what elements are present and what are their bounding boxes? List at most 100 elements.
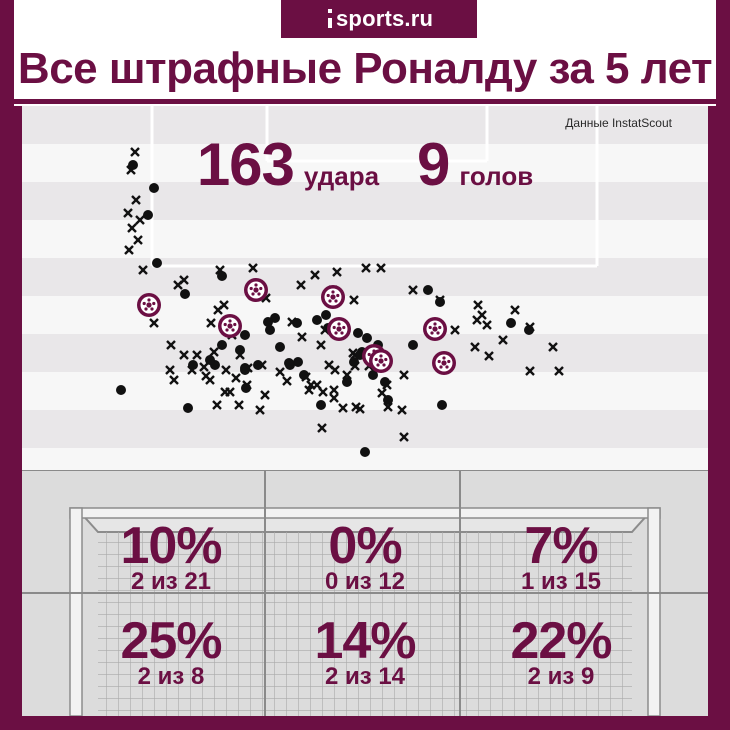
shot-miss-marker bbox=[169, 375, 179, 385]
shot-miss-marker bbox=[473, 300, 483, 310]
shot-miss-marker bbox=[548, 342, 558, 352]
brand-logo[interactable]: sports.ru bbox=[281, 0, 477, 38]
shot-miss-marker bbox=[399, 370, 409, 380]
shot-on-target-marker bbox=[149, 183, 159, 193]
shot-miss-marker bbox=[510, 305, 520, 315]
zone-percent: 22% bbox=[510, 612, 612, 670]
shot-miss-marker bbox=[130, 147, 140, 157]
shot-on-target-marker bbox=[235, 345, 245, 355]
zone-percent: 0% bbox=[328, 517, 402, 575]
shot-miss-marker bbox=[297, 332, 307, 342]
shot-miss-marker bbox=[472, 315, 482, 325]
shot-miss-marker bbox=[123, 208, 133, 218]
shot-miss-marker bbox=[192, 350, 202, 360]
shot-on-target-marker bbox=[353, 328, 363, 338]
shot-miss-marker bbox=[206, 318, 216, 328]
data-source: Данные InstatScout bbox=[565, 116, 672, 130]
shot-miss-marker bbox=[376, 263, 386, 273]
shot-miss-marker bbox=[377, 388, 387, 398]
shot-on-target-marker bbox=[368, 370, 378, 380]
zone-top-center: 0% 0 из 12 bbox=[251, 470, 479, 594]
title-divider bbox=[14, 99, 716, 104]
goal-ball-icon bbox=[327, 317, 351, 341]
shot-on-target-marker bbox=[360, 447, 370, 457]
zone-count: 2 из 21 bbox=[130, 568, 212, 595]
shot-miss-marker bbox=[248, 263, 258, 273]
shot-miss-marker bbox=[296, 280, 306, 290]
shot-miss-marker bbox=[525, 366, 535, 376]
shot-on-target-marker bbox=[183, 403, 193, 413]
shot-miss-marker bbox=[498, 335, 508, 345]
shot-miss-marker bbox=[166, 340, 176, 350]
shot-miss-marker bbox=[149, 318, 159, 328]
zone-bottom-left: 25% 2 из 8 bbox=[57, 593, 285, 716]
shot-on-target-marker bbox=[299, 370, 309, 380]
shot-on-target-marker bbox=[240, 365, 250, 375]
goal-net-icon bbox=[22, 470, 708, 716]
shot-on-target-marker bbox=[342, 377, 352, 387]
goal-ball-icon bbox=[369, 349, 393, 373]
shot-miss-marker bbox=[349, 295, 359, 305]
shot-miss-marker bbox=[554, 366, 564, 376]
shot-miss-marker bbox=[173, 280, 183, 290]
goal-ball-icon bbox=[244, 278, 268, 302]
shot-miss-marker bbox=[310, 270, 320, 280]
shot-on-target-marker bbox=[152, 258, 162, 268]
shot-miss-marker bbox=[329, 393, 339, 403]
zone-bottom-right: 22% 2 из 9 bbox=[447, 593, 675, 716]
goal-ball-icon bbox=[432, 351, 456, 375]
shot-on-target-marker bbox=[116, 385, 126, 395]
shots-label: удара bbox=[303, 161, 380, 191]
shot-on-target-marker bbox=[435, 297, 445, 307]
shot-on-target-marker bbox=[423, 285, 433, 295]
brand-name: sports.ru bbox=[336, 6, 434, 31]
shot-miss-marker bbox=[470, 342, 480, 352]
shot-miss-marker bbox=[383, 402, 393, 412]
shot-miss-marker bbox=[329, 385, 339, 395]
shot-on-target-marker bbox=[437, 400, 447, 410]
shot-miss-marker bbox=[332, 267, 342, 277]
zone-count: 2 из 9 bbox=[527, 663, 595, 690]
goal-left-post bbox=[69, 507, 83, 716]
shot-on-target-marker bbox=[524, 325, 534, 335]
shot-miss-marker bbox=[275, 367, 285, 377]
zone-percent: 10% bbox=[120, 517, 222, 575]
shot-miss-marker bbox=[234, 400, 244, 410]
shot-miss-marker bbox=[165, 365, 175, 375]
zone-percent: 14% bbox=[314, 612, 416, 670]
shot-miss-marker bbox=[397, 405, 407, 415]
zone-top-right: 7% 1 из 15 bbox=[447, 470, 675, 595]
shot-miss-marker bbox=[209, 347, 219, 357]
shot-miss-marker bbox=[127, 223, 137, 233]
shot-on-target-marker bbox=[253, 360, 263, 370]
zone-count: 2 из 8 bbox=[137, 663, 205, 690]
shot-miss-marker bbox=[324, 360, 334, 370]
shot-miss-marker bbox=[212, 400, 222, 410]
shot-on-target-marker bbox=[380, 377, 390, 387]
shot-miss-marker bbox=[482, 320, 492, 330]
shot-miss-marker bbox=[205, 375, 215, 385]
shot-miss-marker bbox=[484, 351, 494, 361]
shot-miss-marker bbox=[399, 432, 409, 442]
shot-miss-marker bbox=[131, 195, 141, 205]
page-title: Все штрафные Роналду за 5 лет bbox=[17, 44, 713, 93]
pitch-markings bbox=[116, 106, 599, 457]
shot-miss-marker bbox=[342, 370, 352, 380]
zone-count: 2 из 14 bbox=[324, 663, 406, 690]
shot-miss-marker bbox=[231, 373, 241, 383]
shot-on-target-marker bbox=[217, 340, 227, 350]
zone-percent: 7% bbox=[524, 517, 598, 575]
zone-top-left: 10% 2 из 21 bbox=[57, 470, 285, 595]
shot-miss-marker bbox=[213, 305, 223, 315]
shot-miss-marker bbox=[255, 405, 265, 415]
shot-miss-marker bbox=[317, 423, 327, 433]
zone-count: 1 из 15 bbox=[520, 568, 602, 595]
goals-total: 9 bbox=[417, 131, 450, 198]
goal-ball-icon bbox=[137, 293, 161, 317]
brand-mark-icon bbox=[328, 9, 332, 28]
goal-net bbox=[98, 532, 632, 716]
shot-miss-marker bbox=[316, 340, 326, 350]
shot-on-target-marker bbox=[506, 318, 516, 328]
shot-miss-marker bbox=[355, 404, 365, 414]
